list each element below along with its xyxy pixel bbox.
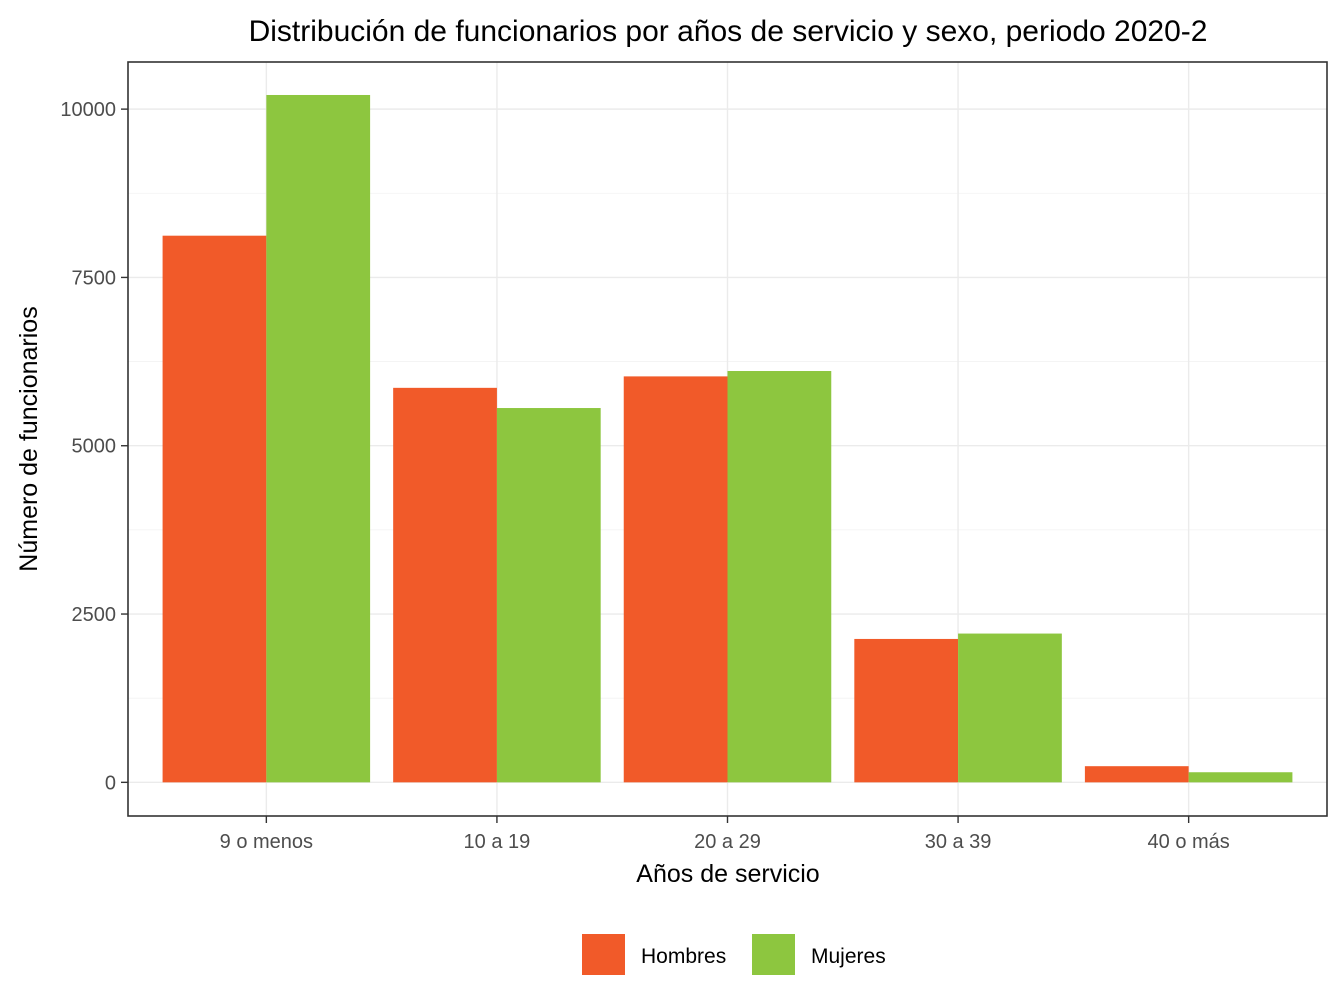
x-axis: 9 o menos 10 a 19 20 a 29 30 a 39 40 o más xyxy=(220,816,1230,853)
legend: Hombres Mujeres xyxy=(582,934,886,975)
bar-hombres-0 xyxy=(162,235,267,783)
legend-label-hombres: Hombres xyxy=(641,945,726,968)
y-axis: 0 2500 5000 7500 10000 xyxy=(60,99,128,794)
x-tick-label: 30 a 39 xyxy=(925,831,992,853)
bar-mujeres-0 xyxy=(266,94,371,783)
legend-key-mujeres xyxy=(752,934,795,975)
bar-mujeres-2 xyxy=(727,371,832,783)
legend-label-mujeres: Mujeres xyxy=(811,945,886,968)
bar-hombres-2 xyxy=(623,376,728,783)
legend-key-hombres xyxy=(582,934,625,975)
bars xyxy=(162,94,1293,783)
bar-hombres-4 xyxy=(1084,766,1189,783)
bar-mujeres-3 xyxy=(958,633,1062,783)
bar-hombres-1 xyxy=(393,387,497,783)
y-tick-label: 10000 xyxy=(60,99,116,121)
y-tick-label: 5000 xyxy=(72,436,117,458)
x-tick-label: 40 o más xyxy=(1148,831,1230,853)
bar-mujeres-1 xyxy=(496,408,601,783)
y-tick-label: 7500 xyxy=(72,267,117,289)
bar-mujeres-4 xyxy=(1188,772,1293,783)
x-tick-label: 10 a 19 xyxy=(464,831,531,853)
y-tick-label: 0 xyxy=(105,772,116,794)
y-tick-label: 2500 xyxy=(72,604,117,626)
bar-hombres-3 xyxy=(854,638,959,783)
y-axis-title: Número de funcionarios xyxy=(15,306,43,571)
x-tick-label: 20 a 29 xyxy=(694,831,761,853)
chart-title: Distribución de funcionarios por años de… xyxy=(249,15,1208,48)
x-axis-title: Años de servicio xyxy=(636,860,819,888)
x-tick-label: 9 o menos xyxy=(220,831,313,853)
